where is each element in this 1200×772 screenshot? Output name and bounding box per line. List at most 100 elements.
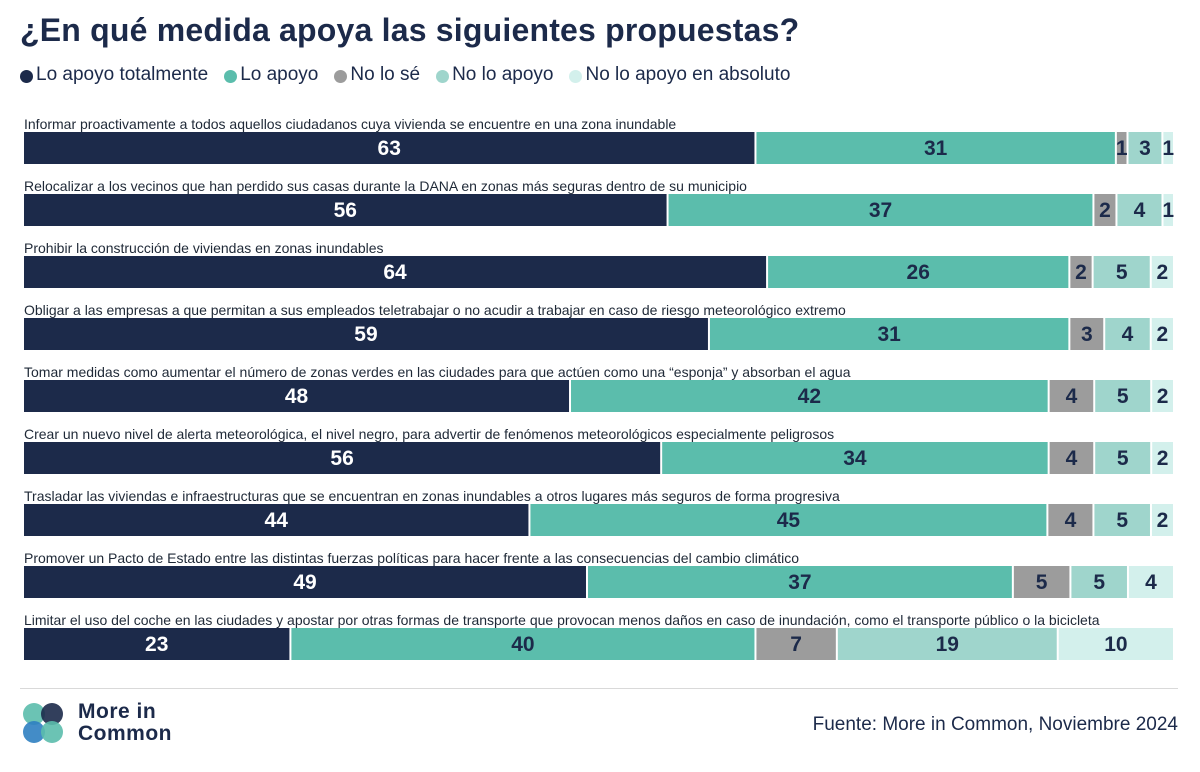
legend-label: No lo sé <box>350 64 421 85</box>
bar-value-label: 31 <box>877 323 901 346</box>
bar-segment <box>756 628 836 660</box>
bar-segment <box>837 628 1057 660</box>
bar-segment <box>1070 256 1092 288</box>
bar-segment <box>1071 566 1127 598</box>
bar-value-label: 63 <box>378 137 401 160</box>
bar-segment <box>668 194 1093 226</box>
bar-segment <box>709 318 1069 350</box>
bar-value-label: 5 <box>1036 571 1048 594</box>
legend-label: No lo apoyo en absoluto <box>585 64 791 85</box>
bar-value-label: 2 <box>1099 199 1111 222</box>
bar-segment <box>1105 318 1150 350</box>
category-label: Informar proactivamente a todos aquellos… <box>24 116 676 132</box>
bar-value-label: 3 <box>1081 323 1093 346</box>
more-in-common-logo: More in Common <box>20 700 172 746</box>
logo-wordmark: More in Common <box>78 701 172 745</box>
bar-segment <box>24 256 767 288</box>
legend-item-2: No lo sé <box>334 64 420 86</box>
legend-item-1: Lo apoyo <box>224 64 318 86</box>
bar-value-label: 49 <box>293 571 316 594</box>
bar-segment <box>530 504 1047 536</box>
bar-segment <box>571 380 1048 412</box>
logo-line-2: Common <box>78 722 172 745</box>
bar-value-label: 4 <box>1066 447 1078 470</box>
bar-segment <box>1013 566 1070 598</box>
bar-value-label: 2 <box>1157 323 1169 346</box>
bar-segment <box>1152 442 1173 474</box>
category-label: Prohibir la construcción de viviendas en… <box>24 240 384 256</box>
bar-segment <box>24 442 661 474</box>
bar-segment <box>1058 628 1173 660</box>
bar-segment <box>1093 256 1150 288</box>
bar-value-label: 1 <box>1162 137 1174 160</box>
bar-value-label: 2 <box>1075 261 1087 284</box>
chart-title: ¿En qué medida apoya las siguientes prop… <box>20 12 800 48</box>
category-label: Promover un Pacto de Estado entre las di… <box>24 550 799 566</box>
bar-value-label: 1 <box>1162 199 1174 222</box>
bar-value-label: 5 <box>1117 447 1129 470</box>
bar-segment <box>1152 380 1173 412</box>
bar-value-label: 3 <box>1139 137 1151 160</box>
bar-segment <box>1163 194 1173 226</box>
bar-value-label: 7 <box>790 633 802 656</box>
bar-value-label: 4 <box>1134 199 1146 222</box>
bar-value-label: 5 <box>1117 385 1129 408</box>
bar-segment <box>1095 380 1151 412</box>
stacked-bar-chart: Informar proactivamente a todos aquellos… <box>24 116 1174 660</box>
bar-segment <box>24 132 755 164</box>
category-label: Relocalizar a los vecinos que han perdid… <box>24 178 747 194</box>
legend-item-4: No lo apoyo en absoluto <box>569 64 790 86</box>
logo-icon <box>23 703 63 743</box>
logo-line-1: More in <box>78 700 157 723</box>
bar-value-label: 34 <box>843 447 867 470</box>
bar-segment <box>1049 442 1094 474</box>
bar-segment <box>1048 504 1093 536</box>
bar-segment <box>24 566 586 598</box>
bar-value-label: 1 <box>1116 137 1128 160</box>
bar-value-label: 5 <box>1116 509 1128 532</box>
bar-value-label: 40 <box>511 633 534 656</box>
bar-value-label: 37 <box>869 199 892 222</box>
category-label: Limitar el uso del coche en las ciudades… <box>24 612 1100 628</box>
legend-label: Lo apoyo <box>240 64 319 85</box>
bar-value-label: 19 <box>936 633 959 656</box>
bar-segment <box>1094 504 1150 536</box>
bar-value-label: 59 <box>354 323 377 346</box>
bar-segment <box>1128 132 1162 164</box>
bar-segment <box>756 132 1115 164</box>
bar-value-label: 37 <box>788 571 811 594</box>
bar-value-label: 10 <box>1104 633 1127 656</box>
bar-value-label: 2 <box>1157 261 1169 284</box>
bar-value-label: 45 <box>777 509 801 532</box>
bar-segment <box>662 442 1048 474</box>
bar-value-label: 4 <box>1066 385 1078 408</box>
legend-label: Lo apoyo totalmente <box>36 64 209 85</box>
category-label: Tomar medidas como aumentar el número de… <box>24 364 851 380</box>
bar-segment <box>1151 504 1173 536</box>
bar-segment <box>1151 256 1173 288</box>
legend-swatch-icon <box>20 70 33 83</box>
bar-segment <box>1128 566 1173 598</box>
bar-segment <box>24 504 529 536</box>
bar-segment <box>24 318 708 350</box>
bar-segment <box>768 256 1069 288</box>
legend-swatch-icon <box>224 70 238 83</box>
bar-value-label: 2 <box>1157 447 1169 470</box>
bar-value-label: 5 <box>1093 571 1105 594</box>
bar-value-label: 26 <box>907 261 930 284</box>
source-note: Fuente: More in Common, Noviembre 2024 <box>812 714 1178 735</box>
bar-value-label: 4 <box>1145 571 1157 594</box>
bar-value-label: 56 <box>334 199 357 222</box>
bar-value-label: 42 <box>798 385 821 408</box>
bar-value-label: 31 <box>924 137 948 160</box>
bar-value-label: 5 <box>1116 261 1128 284</box>
bar-segment <box>1049 380 1094 412</box>
bar-segment <box>1151 318 1173 350</box>
category-label: Trasladar las viviendas e infraestructur… <box>24 488 840 504</box>
bar-value-label: 56 <box>330 447 353 470</box>
bar-segment <box>24 380 570 412</box>
bar-segment <box>1117 194 1162 226</box>
bar-segment <box>1070 318 1104 350</box>
legend-swatch-icon <box>436 70 450 83</box>
footer-divider <box>20 688 1178 689</box>
